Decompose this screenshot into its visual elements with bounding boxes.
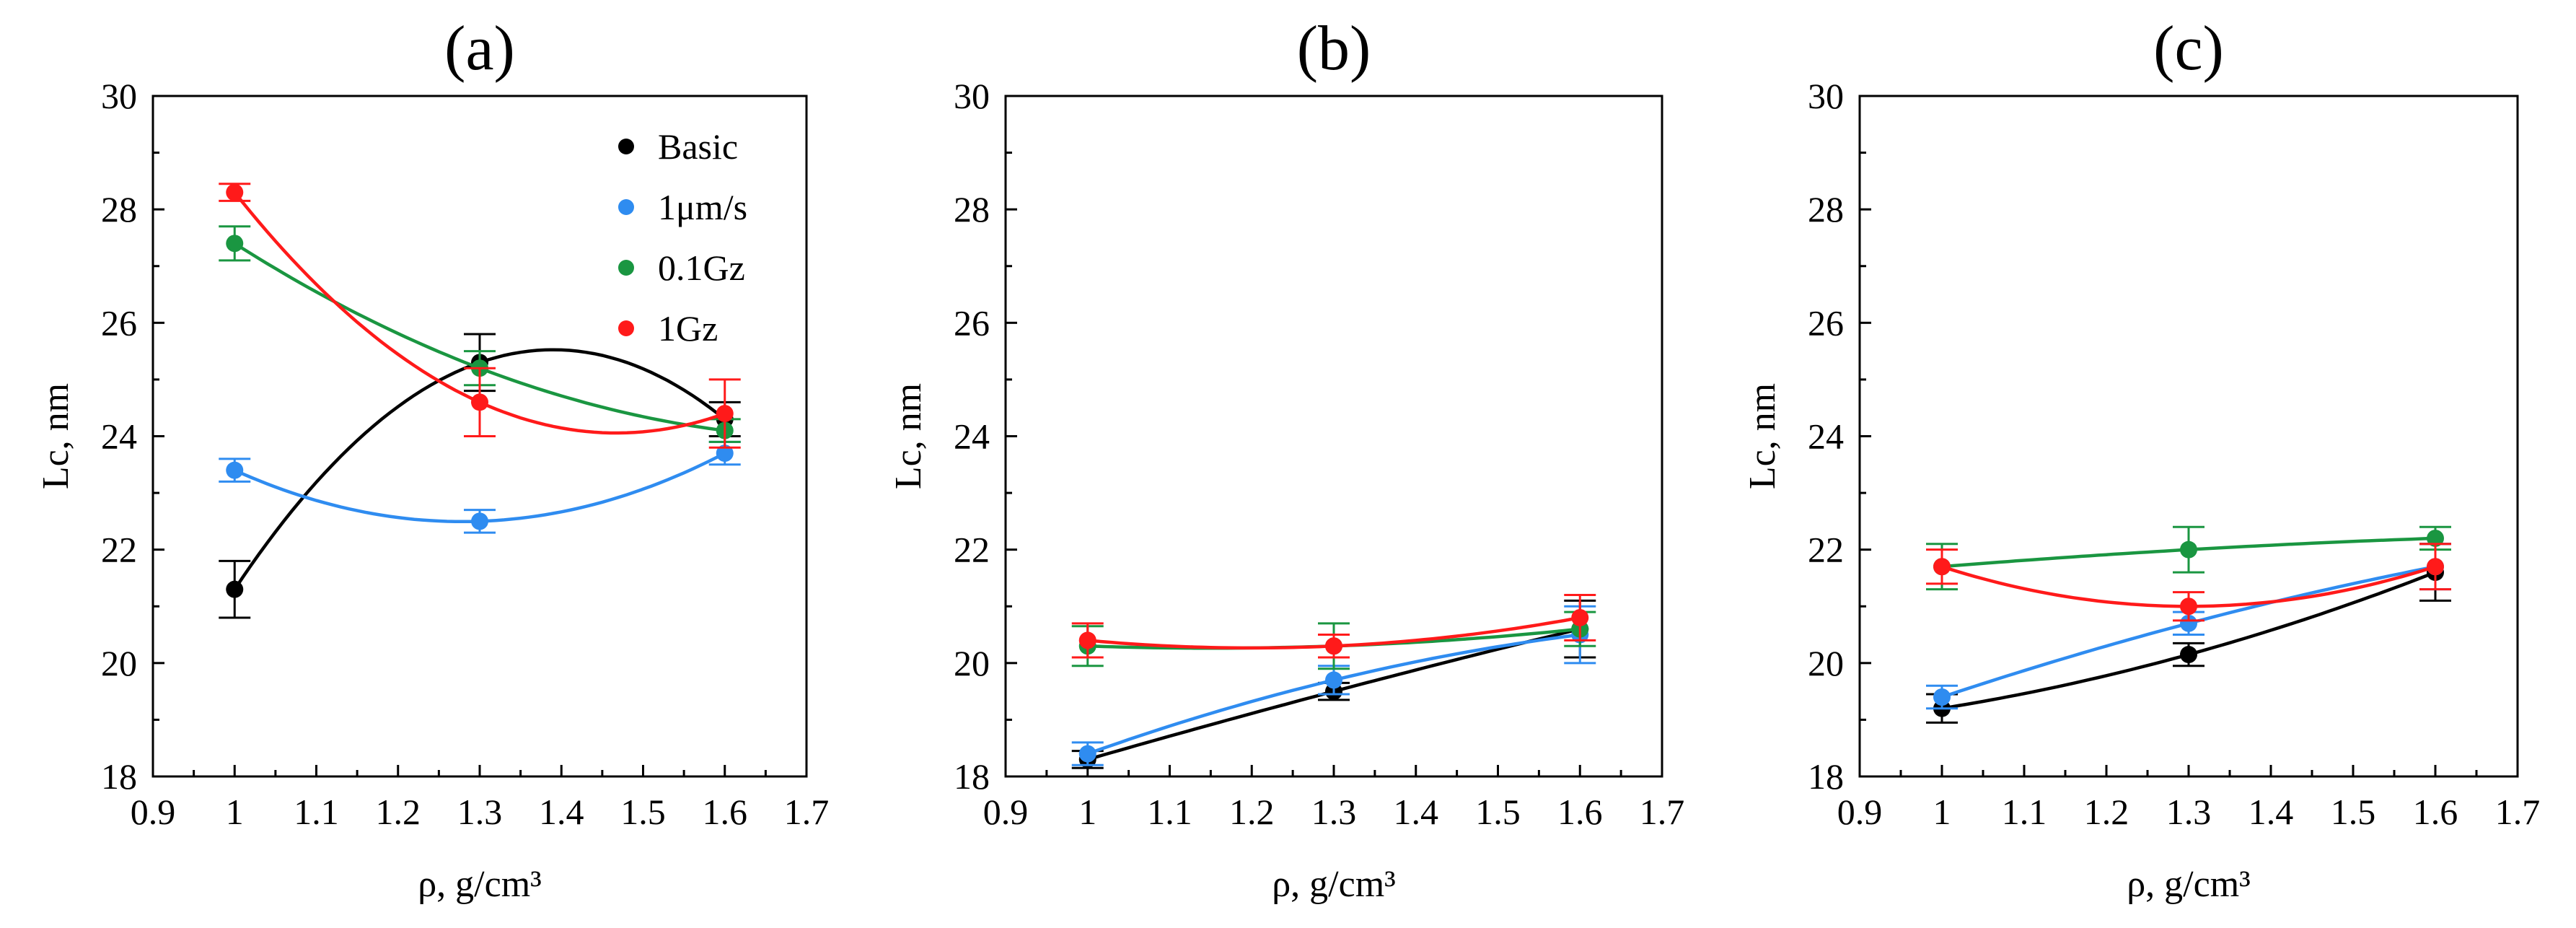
data-point bbox=[1078, 745, 1096, 763]
x-tick-label: 1 bbox=[226, 792, 244, 832]
data-point bbox=[1325, 637, 1342, 655]
x-tick-label: 1 bbox=[1078, 792, 1096, 832]
y-tick-label: 30 bbox=[954, 76, 990, 116]
data-point bbox=[1933, 688, 1951, 706]
series-1 bbox=[219, 440, 741, 534]
panel-title: (c) bbox=[2153, 14, 2224, 84]
data-point bbox=[716, 405, 734, 423]
x-tick-label: 0.9 bbox=[1837, 792, 1883, 832]
y-axis-label: Lc, nm bbox=[1742, 383, 1783, 489]
x-tick-label: 1.3 bbox=[457, 792, 503, 832]
panel-title: (b) bbox=[1297, 14, 1371, 84]
data-point bbox=[226, 235, 244, 253]
y-tick-label: 28 bbox=[954, 189, 990, 229]
y-tick-label: 20 bbox=[954, 643, 990, 683]
y-tick-label: 20 bbox=[101, 643, 137, 683]
y-tick-label: 30 bbox=[1808, 76, 1844, 116]
y-tick-label: 22 bbox=[954, 530, 990, 570]
x-tick-label: 0.9 bbox=[131, 792, 176, 832]
data-point bbox=[2427, 529, 2444, 547]
legend-label: 1Gz bbox=[658, 308, 718, 349]
y-tick-label: 18 bbox=[101, 756, 137, 797]
legend: Basic 1μm/s 0.1Gz 1Gz bbox=[618, 126, 747, 349]
plot-frame bbox=[1858, 95, 2519, 778]
legend-marker bbox=[618, 320, 634, 336]
y-tick-label: 26 bbox=[954, 302, 990, 343]
x-axis-label: ρ, g/cm³ bbox=[2127, 864, 2251, 905]
x-tick-label: 1.3 bbox=[2166, 792, 2212, 832]
data-point bbox=[1325, 671, 1342, 689]
x-tick-label: 1.2 bbox=[376, 792, 421, 832]
x-tick-label: 1.6 bbox=[703, 792, 748, 832]
x-tick-label: 1.4 bbox=[2248, 792, 2294, 832]
series-3 bbox=[219, 183, 741, 449]
y-tick-label: 26 bbox=[101, 302, 137, 343]
y-tick-label: 22 bbox=[1808, 530, 1844, 570]
y-tick-label: 24 bbox=[1808, 416, 1844, 457]
x-axis-label: ρ, g/cm³ bbox=[418, 864, 542, 905]
legend-marker bbox=[618, 139, 634, 154]
x-axis-label: ρ, g/cm³ bbox=[1272, 864, 1396, 905]
y-tick-label: 18 bbox=[954, 756, 990, 797]
chart-panel-0: (a) 18 20 22 24 26 28 30 0.9 1 1.1 1.2 1.3 1.4 1.5 1.6 1… bbox=[35, 14, 829, 905]
legend-label: Basic bbox=[658, 126, 738, 167]
y-axis-label: Lc, nm bbox=[888, 383, 929, 489]
y-tick-label: 20 bbox=[1808, 643, 1844, 683]
y-axis-label: Lc, nm bbox=[35, 383, 76, 489]
x-tick-label: 0.9 bbox=[983, 792, 1029, 832]
series-3 bbox=[1926, 543, 2451, 622]
x-tick-label: 1.7 bbox=[1640, 792, 1685, 832]
y-tick-label: 18 bbox=[1808, 756, 1844, 797]
series-2 bbox=[1926, 525, 2451, 591]
legend-marker bbox=[618, 260, 634, 276]
data-point bbox=[226, 580, 244, 598]
data-point bbox=[1571, 608, 1589, 626]
panel-title: (a) bbox=[444, 14, 515, 84]
data-point bbox=[2427, 558, 2444, 576]
x-tick-label: 1.7 bbox=[784, 792, 830, 832]
y-tick-label: 22 bbox=[101, 530, 137, 570]
y-tick-label: 26 bbox=[1808, 302, 1844, 343]
y-tick-label: 24 bbox=[954, 416, 990, 457]
x-tick-label: 1.4 bbox=[1394, 792, 1439, 832]
legend-label: 1μm/s bbox=[658, 187, 747, 227]
data-point bbox=[1933, 558, 1951, 576]
data-point bbox=[716, 445, 734, 463]
data-point bbox=[226, 461, 244, 479]
x-tick-label: 1.1 bbox=[1147, 792, 1192, 832]
legend-label: 0.1Gz bbox=[658, 248, 745, 288]
y-tick-label: 28 bbox=[101, 189, 137, 229]
x-tick-label: 1.2 bbox=[2084, 792, 2129, 832]
x-tick-label: 1.5 bbox=[1475, 792, 1521, 832]
y-tick-label: 30 bbox=[101, 76, 137, 116]
data-point bbox=[2180, 540, 2197, 559]
x-tick-label: 1.1 bbox=[2002, 792, 2047, 832]
y-tick-label: 28 bbox=[1808, 189, 1844, 229]
data-point bbox=[471, 512, 488, 530]
chart-panel-1: (b) 18 20 22 24 26 28 30 0.9 1 1.1 1.2 1.3 1.4 1.5 1.6 1… bbox=[888, 14, 1684, 905]
x-tick-label: 1.1 bbox=[294, 792, 339, 832]
data-point bbox=[471, 393, 488, 411]
x-tick-label: 1.2 bbox=[1229, 792, 1275, 832]
data-point bbox=[226, 183, 244, 201]
legend-marker bbox=[618, 199, 634, 215]
x-tick-label: 1.5 bbox=[620, 792, 666, 832]
x-tick-label: 1.6 bbox=[2413, 792, 2458, 832]
x-tick-label: 1.6 bbox=[1557, 792, 1603, 832]
y-tick-label: 24 bbox=[101, 416, 137, 457]
x-tick-label: 1.3 bbox=[1311, 792, 1357, 832]
x-tick-label: 1.4 bbox=[539, 792, 584, 832]
x-tick-label: 1 bbox=[1933, 792, 1951, 832]
x-tick-label: 1.7 bbox=[2495, 792, 2541, 832]
data-point bbox=[1078, 631, 1096, 649]
data-point bbox=[2180, 614, 2197, 632]
series-3 bbox=[1071, 594, 1596, 659]
x-tick-label: 1.5 bbox=[2331, 792, 2376, 832]
chart-panel-2: (c) 18 20 22 24 26 28 30 0.9 1 1.1 1.2 1.3 1.4 1.5 1.6 1… bbox=[1742, 14, 2540, 905]
data-point bbox=[2180, 646, 2197, 664]
data-point bbox=[2180, 597, 2197, 616]
